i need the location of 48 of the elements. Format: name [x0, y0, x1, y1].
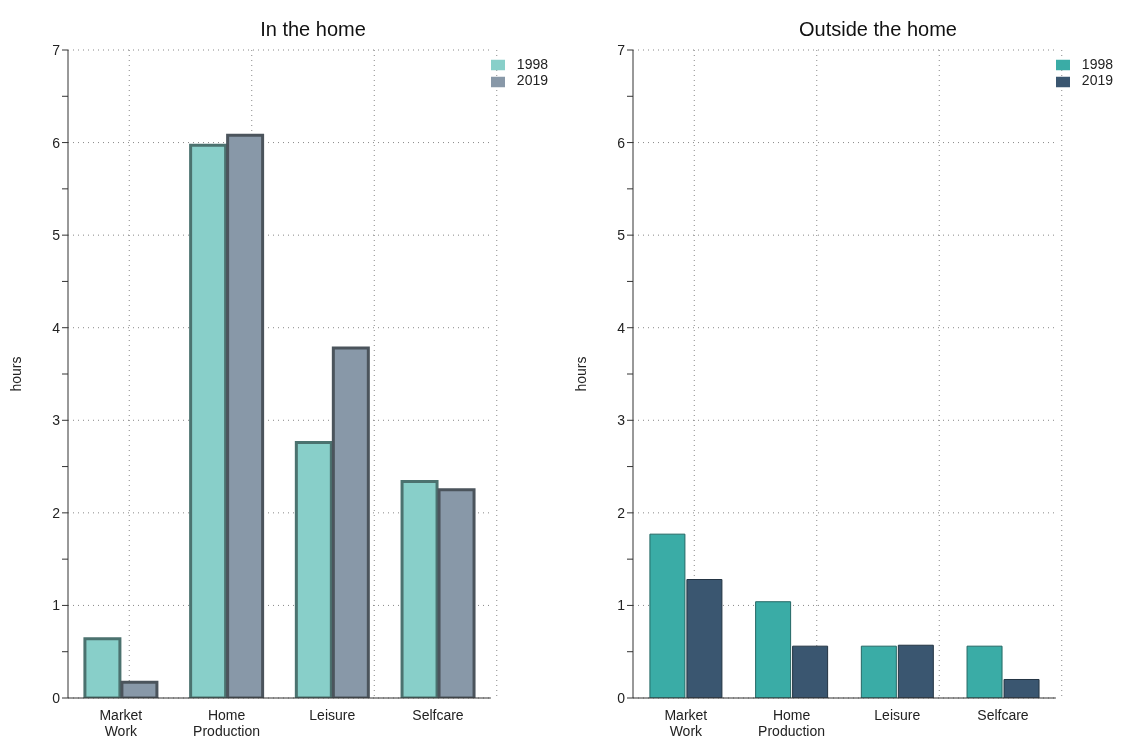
y-tick-label: 2	[52, 504, 61, 521]
x-tick-label: Selfcare	[412, 707, 464, 723]
bar	[437, 488, 476, 698]
y-tick-label: 7	[617, 41, 626, 58]
y-axis-title: hours	[7, 356, 24, 392]
chart-title: Outside the home	[798, 18, 958, 41]
y-tick-label: 1	[52, 597, 61, 614]
y-tick-label: 4	[52, 319, 61, 336]
bar	[331, 346, 370, 698]
x-tick-label: Market Work	[664, 707, 708, 739]
bar	[649, 533, 686, 698]
bar	[226, 133, 265, 698]
bar	[1003, 678, 1040, 698]
bar	[792, 645, 829, 698]
bar	[294, 441, 333, 698]
bar	[966, 645, 1003, 698]
x-tick-label: Selfcare	[977, 707, 1029, 723]
x-tick-label: Leisure	[874, 707, 921, 723]
legend-label: 1998	[516, 56, 548, 72]
bar	[860, 645, 897, 698]
y-tick-label: 7	[52, 41, 61, 58]
y-tick-label: 0	[617, 689, 626, 706]
y-tick-label: 4	[617, 319, 626, 336]
y-axis-title: hours	[572, 356, 589, 392]
chart-title: In the home	[259, 18, 367, 41]
bar	[120, 680, 159, 698]
y-tick-label: 6	[52, 134, 61, 151]
y-tick-label: 2	[617, 504, 626, 521]
y-tick-label: 6	[617, 134, 626, 151]
legend-label: 2019	[516, 72, 548, 89]
legend-label: 1998	[1081, 56, 1113, 72]
bar	[686, 579, 723, 698]
bar	[755, 601, 792, 698]
bar	[189, 143, 228, 698]
y-tick-label: 0	[52, 689, 61, 706]
bar	[400, 479, 439, 698]
y-tick-label: 3	[52, 412, 61, 429]
bar	[83, 637, 122, 698]
y-tick-label: 3	[617, 412, 626, 429]
bar	[897, 644, 934, 698]
x-tick-label: Leisure	[309, 707, 356, 723]
legend-label: 2019	[1081, 72, 1113, 89]
x-tick-label: Home Production	[758, 707, 826, 739]
x-tick-label: Home Production	[193, 707, 261, 739]
y-tick-label: 5	[52, 227, 61, 244]
y-tick-label: 1	[617, 597, 626, 614]
y-tick-label: 5	[617, 227, 626, 244]
x-tick-label: Market Work	[99, 707, 143, 739]
